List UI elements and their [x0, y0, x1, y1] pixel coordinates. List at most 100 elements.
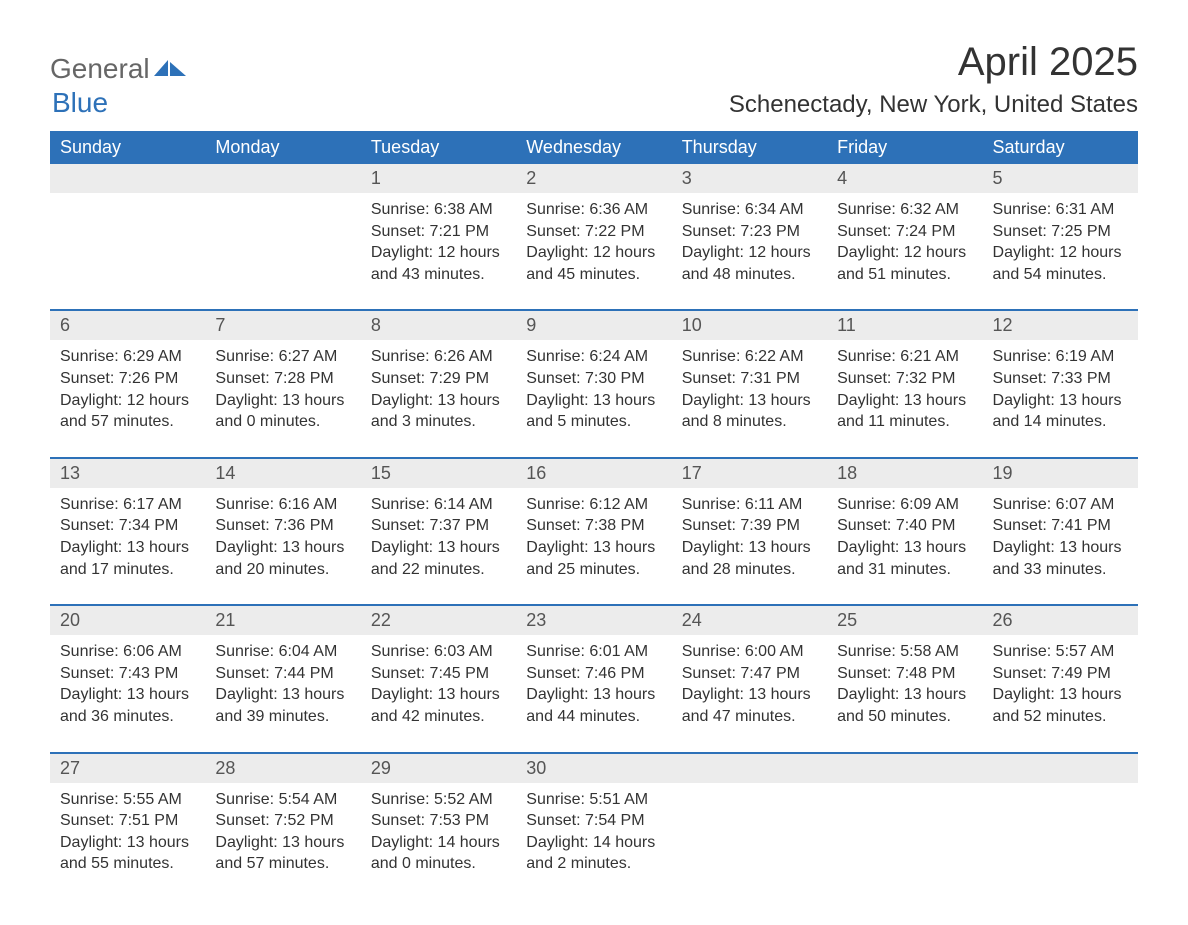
day-number-cell: 19	[983, 459, 1138, 488]
daylight-text: Daylight: 13 hours	[837, 537, 972, 559]
sunrise-text: Sunrise: 6:17 AM	[60, 494, 195, 516]
day-number-cell: 12	[983, 311, 1138, 340]
daylight-text: Daylight: 13 hours	[215, 537, 350, 559]
day-detail-row: Sunrise: 5:55 AMSunset: 7:51 PM Daylight:…	[50, 783, 1138, 885]
daylight-text: and 25 minutes.	[526, 559, 661, 581]
daylight-text: Daylight: 13 hours	[371, 390, 506, 412]
daylight-text: Daylight: 13 hours	[526, 684, 661, 706]
day-number-cell: 10	[672, 311, 827, 340]
day-number-cell: 1	[361, 164, 516, 193]
daylight-text: Daylight: 13 hours	[60, 537, 195, 559]
calendar-table: Sunday Monday Tuesday Wednesday Thursday…	[50, 131, 1138, 885]
sunrise-text: Sunrise: 6:16 AM	[215, 494, 350, 516]
sunset-text: Sunset: 7:28 PM	[215, 368, 350, 390]
day-number-cell: 16	[516, 459, 671, 488]
sunset-text: Sunset: 7:45 PM	[371, 663, 506, 685]
day-detail-cell: Sunrise: 6:11 AMSunset: 7:39 PMDaylight:…	[672, 488, 827, 605]
daylight-text: Daylight: 13 hours	[837, 390, 972, 412]
sunrise-text: Sunrise: 5:51 AM	[526, 789, 661, 811]
day-number-row: 12345	[50, 164, 1138, 193]
day-number-cell: 23	[516, 606, 671, 635]
day-number-row: 13141516171819	[50, 459, 1138, 488]
day-number-cell	[983, 754, 1138, 783]
day-detail-cell	[672, 783, 827, 885]
daylight-text: Daylight: 13 hours	[215, 684, 350, 706]
sunset-text: Sunset: 7:25 PM	[993, 221, 1128, 243]
sunrise-text: Sunrise: 6:27 AM	[215, 346, 350, 368]
day-number-cell: 3	[672, 164, 827, 193]
sunset-text: Sunset: 7:49 PM	[993, 663, 1128, 685]
sunrise-text: Sunrise: 6:26 AM	[371, 346, 506, 368]
day-number-cell: 4	[827, 164, 982, 193]
day-number-cell: 24	[672, 606, 827, 635]
day-number-cell: 17	[672, 459, 827, 488]
sunrise-text: Sunrise: 6:03 AM	[371, 641, 506, 663]
sunrise-text: Sunrise: 5:57 AM	[993, 641, 1128, 663]
sunrise-text: Sunrise: 5:54 AM	[215, 789, 350, 811]
daylight-text: and 14 minutes.	[993, 411, 1128, 433]
day-number-cell: 25	[827, 606, 982, 635]
day-detail-cell: Sunrise: 6:22 AMSunset: 7:31 PMDaylight:…	[672, 340, 827, 457]
day-number-cell: 26	[983, 606, 1138, 635]
sunset-text: Sunset: 7:51 PM	[60, 810, 195, 832]
sunrise-text: Sunrise: 6:00 AM	[682, 641, 817, 663]
day-number-cell: 27	[50, 754, 205, 783]
daylight-text: Daylight: 13 hours	[837, 684, 972, 706]
sunset-text: Sunset: 7:21 PM	[371, 221, 506, 243]
sunset-text: Sunset: 7:38 PM	[526, 515, 661, 537]
daylight-text: and 0 minutes.	[215, 411, 350, 433]
day-detail-cell: Sunrise: 6:09 AMSunset: 7:40 PMDaylight:…	[827, 488, 982, 605]
daylight-text: and 57 minutes.	[60, 411, 195, 433]
day-detail-row: Sunrise: 6:29 AMSunset: 7:26 PMDaylight:…	[50, 340, 1138, 457]
day-number-row: 20212223242526	[50, 606, 1138, 635]
page-subtitle: Schenectady, New York, United States	[729, 91, 1138, 119]
daylight-text: and 54 minutes.	[993, 264, 1128, 286]
sunrise-text: Sunrise: 6:19 AM	[993, 346, 1128, 368]
weekday-header: Monday	[205, 131, 360, 164]
sunset-text: Sunset: 7:24 PM	[837, 221, 972, 243]
daylight-text: and 45 minutes.	[526, 264, 661, 286]
logo: General	[50, 53, 186, 85]
sunrise-text: Sunrise: 6:34 AM	[682, 199, 817, 221]
sunset-text: Sunset: 7:46 PM	[526, 663, 661, 685]
day-detail-cell: Sunrise: 6:29 AMSunset: 7:26 PMDaylight:…	[50, 340, 205, 457]
daylight-text: Daylight: 14 hours	[371, 832, 506, 854]
day-number-cell: 18	[827, 459, 982, 488]
sunrise-text: Sunrise: 6:11 AM	[682, 494, 817, 516]
sunrise-text: Sunrise: 6:24 AM	[526, 346, 661, 368]
sunrise-text: Sunrise: 6:09 AM	[837, 494, 972, 516]
day-detail-cell: Sunrise: 6:00 AMSunset: 7:47 PMDaylight:…	[672, 635, 827, 752]
day-detail-cell: Sunrise: 5:54 AMSunset: 7:52 PMDaylight:…	[205, 783, 360, 885]
daylight-text: Daylight: 12 hours	[526, 242, 661, 264]
day-number-cell: 7	[205, 311, 360, 340]
sunset-text: Sunset: 7:43 PM	[60, 663, 195, 685]
logo-flag-icon	[154, 53, 186, 85]
sunset-text: Sunset: 7:36 PM	[215, 515, 350, 537]
day-detail-cell: Sunrise: 5:55 AMSunset: 7:51 PMDaylight:…	[50, 783, 205, 885]
daylight-text: and 0 minutes.	[371, 853, 506, 875]
day-number-cell	[205, 164, 360, 193]
sunrise-text: Sunrise: 6:38 AM	[371, 199, 506, 221]
day-number-cell	[672, 754, 827, 783]
day-detail-cell: Sunrise: 5:51 AMSunset: 7:54 PMDaylight:…	[516, 783, 671, 885]
daylight-text: and 36 minutes.	[60, 706, 195, 728]
sunset-text: Sunset: 7:31 PM	[682, 368, 817, 390]
day-detail-cell: Sunrise: 5:52 AMSunset: 7:53 PMDaylight:…	[361, 783, 516, 885]
day-detail-cell: Sunrise: 6:04 AMSunset: 7:44 PMDaylight:…	[205, 635, 360, 752]
sunrise-text: Sunrise: 6:22 AM	[682, 346, 817, 368]
day-detail-cell: Sunrise: 6:36 AMSunset: 7:22 PMDaylight:…	[516, 193, 671, 310]
sunrise-text: Sunrise: 6:12 AM	[526, 494, 661, 516]
sunrise-text: Sunrise: 6:14 AM	[371, 494, 506, 516]
day-detail-row: Sunrise: 6:06 AMSunset: 7:43 PMDaylight:…	[50, 635, 1138, 752]
daylight-text: and 31 minutes.	[837, 559, 972, 581]
daylight-text: and 28 minutes.	[682, 559, 817, 581]
sunrise-text: Sunrise: 5:55 AM	[60, 789, 195, 811]
day-detail-cell: Sunrise: 6:27 AMSunset: 7:28 PMDaylight:…	[205, 340, 360, 457]
daylight-text: Daylight: 12 hours	[682, 242, 817, 264]
day-number-row: 6789101112	[50, 311, 1138, 340]
day-detail-cell: Sunrise: 6:07 AMSunset: 7:41 PMDaylight:…	[983, 488, 1138, 605]
daylight-text: Daylight: 12 hours	[371, 242, 506, 264]
daylight-text: Daylight: 13 hours	[371, 684, 506, 706]
sunset-text: Sunset: 7:26 PM	[60, 368, 195, 390]
day-number-cell: 21	[205, 606, 360, 635]
